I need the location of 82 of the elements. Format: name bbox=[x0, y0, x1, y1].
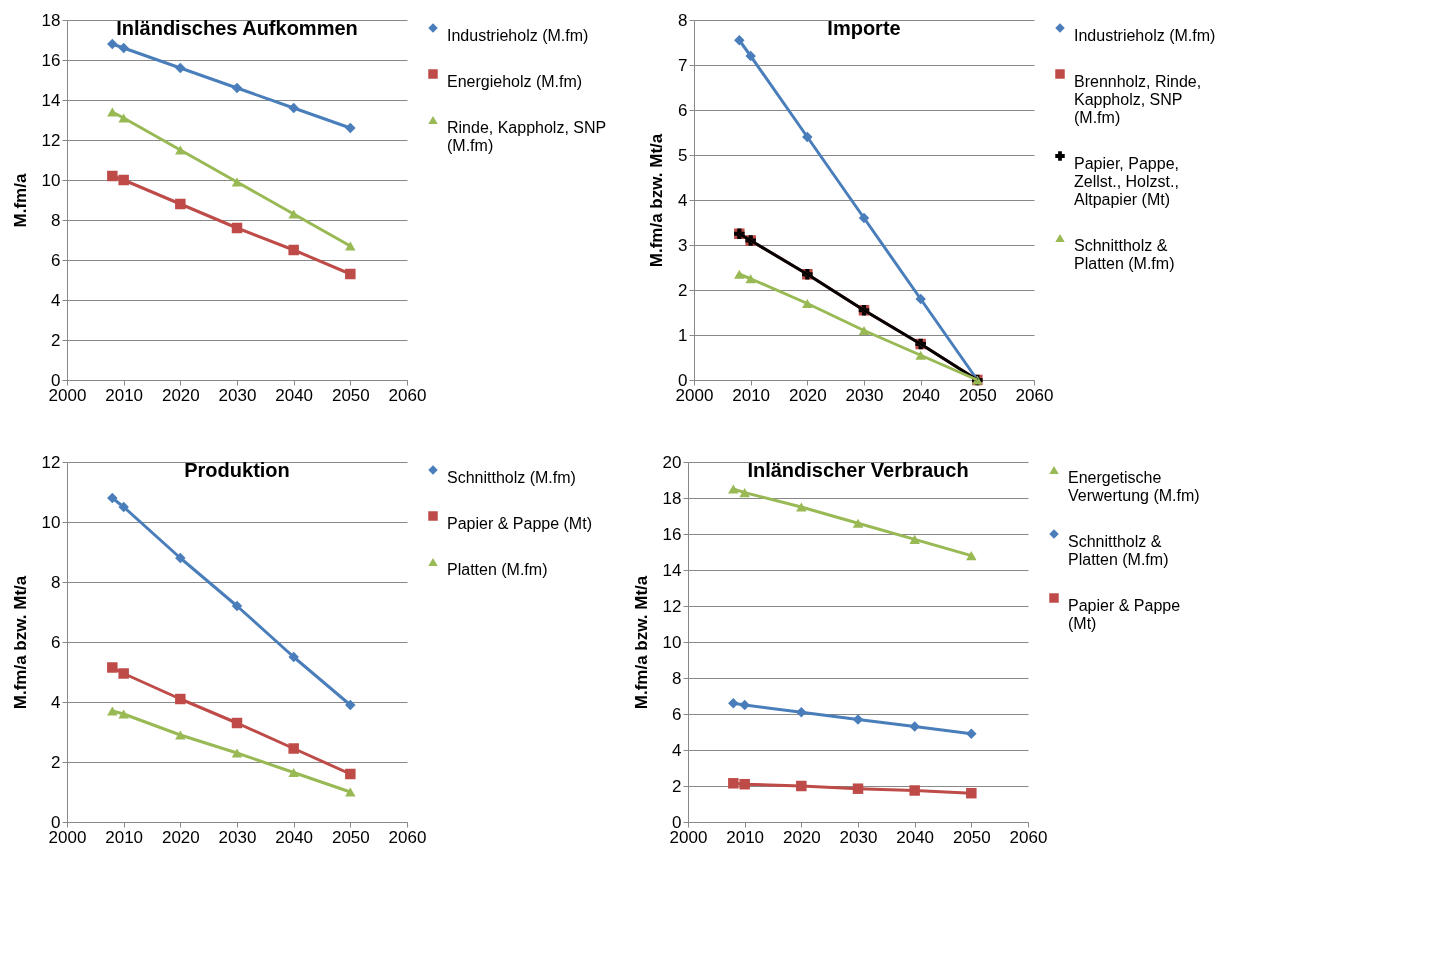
y-axis-title: M.fm/a bbox=[10, 173, 30, 228]
y-tick-label: 18 bbox=[41, 10, 61, 30]
y-axis-title: M.fm/a bzw. Mt/a bbox=[10, 575, 30, 710]
y-tick-label: 6 bbox=[51, 632, 61, 652]
y-tick-label: 4 bbox=[51, 692, 61, 712]
y-tick-label: 5 bbox=[678, 145, 688, 165]
legend-label: Papier & Pappe (Mt) bbox=[447, 515, 592, 532]
x-tick-label: 2040 bbox=[275, 385, 314, 405]
x-tick-label: 2050 bbox=[952, 827, 991, 847]
x-tick-label: 2040 bbox=[896, 827, 935, 847]
y-tick-label: 4 bbox=[672, 740, 682, 760]
x-tick-label: 2010 bbox=[105, 827, 144, 847]
y-tick-label: 2 bbox=[672, 776, 682, 796]
x-tick-label: 2030 bbox=[218, 385, 257, 405]
y-tick-label: 14 bbox=[662, 560, 682, 580]
y-axis-title: M.fm/a bzw. Mt/a bbox=[631, 575, 651, 710]
legend-label: Rinde, Kappholz, SNP (M.fm) bbox=[447, 119, 607, 154]
y-tick-label: 10 bbox=[41, 170, 61, 190]
y-tick-label: 4 bbox=[51, 290, 61, 310]
x-tick-label: 2030 bbox=[218, 827, 257, 847]
y-tick-label: 1 bbox=[678, 325, 688, 345]
x-tick-label: 2020 bbox=[161, 385, 200, 405]
y-tick-label: 18 bbox=[662, 488, 682, 508]
legend-label: Schnittholz (M.fm) bbox=[447, 469, 576, 486]
x-tick-label: 2010 bbox=[732, 385, 771, 405]
legend-label: Papier, Pappe, Zellst., Holzst., Altpapier (Mt) bbox=[1074, 155, 1179, 208]
x-tick-label: 2060 bbox=[1009, 827, 1048, 847]
y-tick-label: 7 bbox=[678, 55, 688, 75]
x-tick-label: 2050 bbox=[331, 827, 370, 847]
y-tick-label: 3 bbox=[678, 235, 688, 255]
y-tick-label: 6 bbox=[51, 250, 61, 270]
x-tick-label: 2060 bbox=[388, 827, 427, 847]
y-tick-label: 20 bbox=[662, 452, 682, 472]
x-tick-label: 2030 bbox=[845, 385, 884, 405]
y-axis-title: M.fm/a bzw. Mt/a bbox=[647, 133, 667, 268]
legend-label: Industrieholz (M.fm) bbox=[447, 27, 589, 44]
legend-label: Papier & Pappe (Mt) bbox=[1068, 597, 1181, 632]
y-tick-label: 10 bbox=[662, 632, 682, 652]
chart-title: Importe bbox=[827, 17, 901, 39]
point bbox=[345, 787, 356, 797]
legend-label: Schnittholz & Platten (M.fm) bbox=[1068, 533, 1169, 568]
x-tick-label: 2010 bbox=[726, 827, 765, 847]
y-tick-label: 4 bbox=[678, 190, 688, 210]
y-tick-label: 16 bbox=[662, 524, 682, 544]
y-tick-label: 2 bbox=[51, 330, 61, 350]
chart-title: Inländischer Verbrauch bbox=[747, 459, 969, 481]
y-tick-label: 8 bbox=[51, 210, 61, 230]
point bbox=[345, 241, 356, 251]
y-tick-label: 12 bbox=[662, 596, 682, 616]
y-tick-label: 8 bbox=[51, 572, 61, 592]
legend-label: Platten (M.fm) bbox=[447, 561, 548, 578]
legend-label: Schnittholz & Platten (M.fm) bbox=[1074, 237, 1175, 272]
y-tick-label: 6 bbox=[672, 704, 682, 724]
y-tick-label: 12 bbox=[41, 130, 61, 150]
x-tick-label: 2040 bbox=[902, 385, 941, 405]
chart-title: Produktion bbox=[184, 459, 290, 481]
point bbox=[107, 662, 118, 673]
legend-label: Energieholz (M.fm) bbox=[447, 73, 583, 90]
x-tick-label: 2060 bbox=[388, 385, 427, 405]
y-tick-label: 12 bbox=[41, 452, 61, 472]
y-tick-label: 2 bbox=[678, 280, 688, 300]
y-tick-label: 10 bbox=[41, 512, 61, 532]
x-tick-label: 2010 bbox=[105, 385, 144, 405]
point bbox=[728, 778, 739, 789]
x-tick-label: 2050 bbox=[958, 385, 997, 405]
legend-label: Energetische Verwertung (M.fm) bbox=[1068, 469, 1200, 504]
legend-label: Brennholz, Rinde, Kappholz, SNP (M.fm) bbox=[1074, 73, 1202, 126]
y-tick-label: 8 bbox=[678, 10, 688, 30]
y-tick-label: 14 bbox=[41, 90, 61, 110]
y-tick-label: 8 bbox=[672, 668, 682, 688]
x-tick-label: 2020 bbox=[161, 827, 200, 847]
chart-title: Inländisches Aufkommen bbox=[116, 17, 358, 39]
legend-label: Industrieholz (M.fm) bbox=[1074, 27, 1216, 44]
y-tick-label: 16 bbox=[41, 50, 61, 70]
x-tick-label: 2020 bbox=[782, 827, 821, 847]
x-tick-label: 2040 bbox=[275, 827, 314, 847]
x-tick-label: 2030 bbox=[839, 827, 878, 847]
x-tick-label: 2020 bbox=[788, 385, 827, 405]
y-tick-label: 6 bbox=[678, 100, 688, 120]
y-tick-label: 2 bbox=[51, 752, 61, 772]
x-tick-label: 2060 bbox=[1015, 385, 1054, 405]
x-tick-label: 2050 bbox=[331, 385, 370, 405]
